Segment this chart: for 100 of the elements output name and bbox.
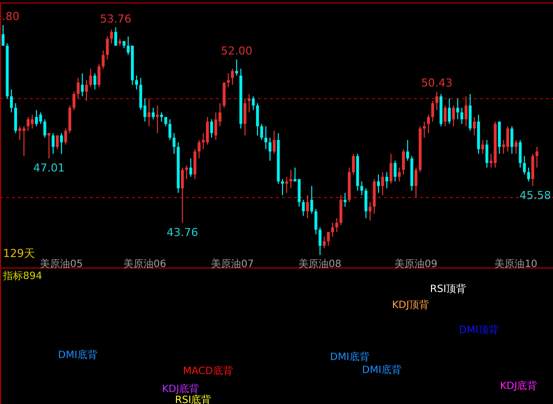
candlestick [106,36,109,60]
text: RSI顶背 [430,283,466,295]
candlestick [160,112,163,122]
candlestick [302,199,305,216]
candlestick [281,178,284,196]
annotation: 45.58 [520,189,551,202]
candlestick [406,140,410,162]
candlestick [464,96,468,127]
candlestick [22,126,26,157]
text: KDJ顶背 [392,299,430,311]
annotation: 50.43 [421,76,453,90]
candlestick [344,192,347,208]
candlestick [322,236,326,249]
candlestick [460,107,464,124]
annotation: 129天 [3,247,35,260]
candlestick [364,188,368,219]
candlestick [414,167,418,198]
candlestick [193,148,196,180]
text: KDJ底背 [500,380,538,392]
candlestick [18,126,22,140]
candlestick [235,59,238,76]
candlestick [431,100,434,122]
candlestick [14,102,18,134]
text: KDJ底背 [162,383,200,395]
text: MACD底背 [183,365,233,377]
text: DMI底背 [330,351,370,363]
candlestick [206,116,209,146]
candlestick [268,137,272,162]
text: .80 [2,10,20,23]
candlestick [260,123,264,140]
candlestick [427,114,430,134]
candlestick [102,50,105,70]
candlestick [148,98,150,127]
candlestick [435,91,438,111]
candlestick [368,202,372,221]
candlestick [2,24,5,46]
candlestick [314,208,318,235]
candlestick [180,167,184,224]
candlestick [318,226,322,256]
candlestick [272,130,276,154]
candlestick [535,146,538,168]
candlestick [222,82,226,108]
candlestick [256,102,259,136]
candlestick [185,164,188,180]
x-tick-label: 美原油10 [494,258,538,270]
candlestick [514,140,518,154]
candlestick [456,98,460,120]
text: DMI顶背 [459,324,498,336]
candlestick [326,232,330,246]
candlestick [10,88,13,113]
annotation: 52.00 [220,44,252,58]
candlestick [448,98,451,124]
candlestick [231,68,234,86]
candlestick [285,176,288,194]
candlestick [264,126,268,150]
candlestick [452,105,455,127]
candlestick [156,105,159,134]
candlestick [89,68,92,88]
candlestick [172,132,176,154]
candlestick [39,112,42,124]
x-tick-label: 美原油07 [211,258,254,270]
text: DMI底背 [58,349,98,361]
candlestick [64,128,68,146]
candlestick [289,169,292,189]
candlestick [377,174,380,194]
candlestick [394,160,397,182]
x-tick-label: 美原油09 [394,258,438,270]
candlestick [110,29,113,44]
annotation: 43.76 [166,226,198,239]
candlestick [48,132,50,159]
candlestick [52,132,55,154]
text: 指标894 [2,270,42,282]
candlestick [306,194,309,219]
candlestick [226,72,230,88]
candlestick [402,148,405,175]
candlestick [93,72,96,90]
candlestick [398,167,401,182]
candlestick [98,64,100,88]
candlestick [244,98,246,136]
candlestick [135,75,138,90]
candlestick [472,116,476,136]
candlestick [510,126,514,154]
candlestick [80,72,84,97]
annotation: 53.76 [100,12,132,26]
candlestick [352,153,355,175]
annotation: 47.01 [33,161,65,174]
candlestick [26,116,30,132]
candlestick [60,132,63,154]
candlestick [444,105,447,127]
candlestick [72,91,76,111]
x-tick-label: 美原油06 [124,258,166,270]
candlestick [381,172,384,196]
text: DMI底背 [362,364,402,376]
candlestick [485,140,488,168]
candlestick [390,153,392,184]
candlestick [210,118,214,138]
candlestick [85,80,88,102]
x-tick-label: 美原油05 [40,258,83,270]
candlestick [35,110,38,127]
candlestick [331,222,334,238]
